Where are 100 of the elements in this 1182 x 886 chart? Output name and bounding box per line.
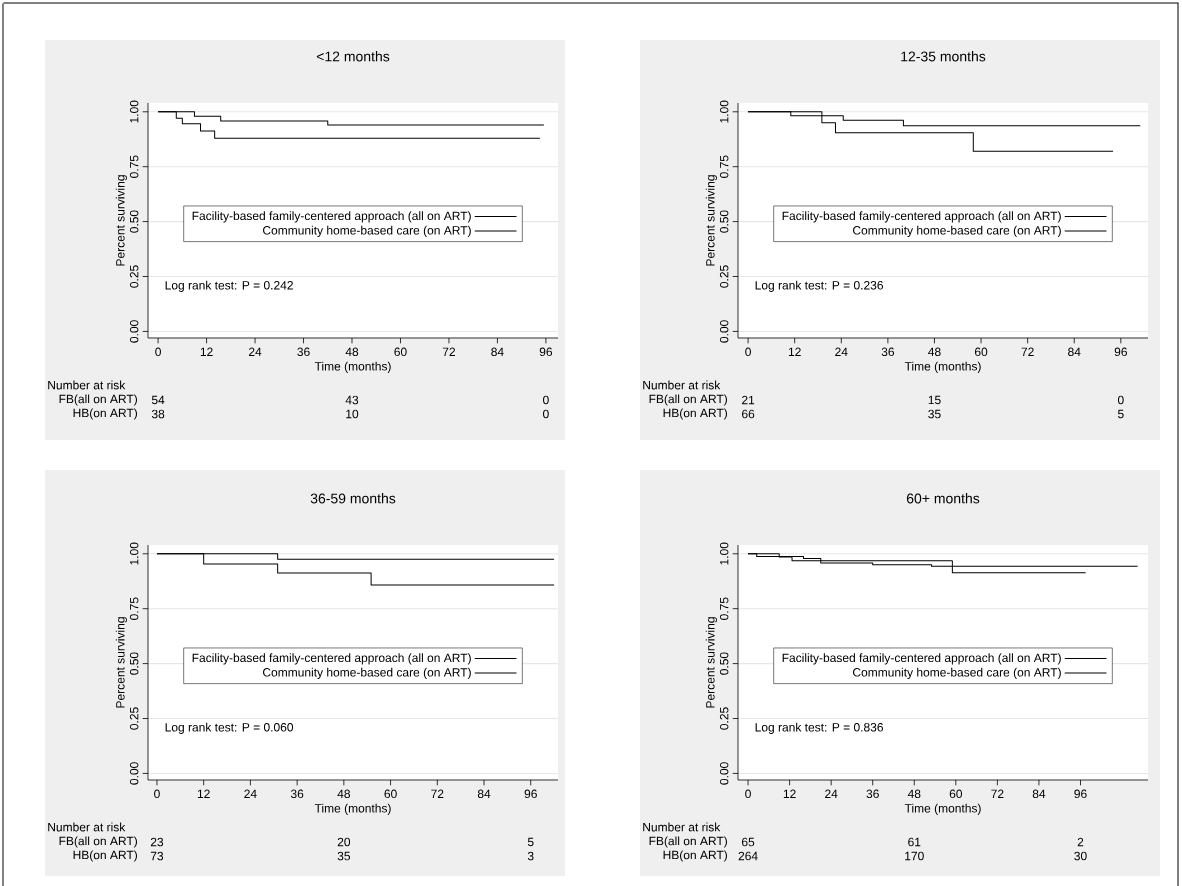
y-tick-label: 0.00 — [129, 320, 139, 343]
x-tick-label: 72 — [442, 347, 456, 356]
text: 3 — [527, 851, 534, 861]
y-tick-label: 0.75 — [129, 155, 139, 178]
text: 20 — [337, 837, 351, 847]
x-tick-label: 84 — [491, 347, 504, 357]
text: 5 — [1117, 409, 1124, 419]
legend-label: Community home-based care (on ART) — [263, 225, 471, 237]
x-axis-title: Time (months) — [904, 803, 981, 815]
x-tick-label: 24 — [244, 789, 257, 798]
x-axis-title: Time (months) — [314, 803, 391, 815]
x-tick-label: 12 — [197, 789, 210, 798]
x-tick-label: 60 — [394, 347, 407, 357]
text: Number at risk — [48, 380, 126, 390]
text: 0 — [1117, 395, 1124, 405]
y-tick-label: 0.25 — [719, 707, 729, 730]
x-tick-label: 36 — [866, 789, 879, 799]
text: 15 — [928, 395, 941, 405]
annotation: Log rank test: P = 0.242 — [165, 280, 293, 292]
text: 5 — [527, 837, 534, 847]
text: 10 — [346, 409, 359, 419]
annotation: Log rank test: P = 0.060 — [165, 722, 294, 734]
y-tick-label: 0.50 — [129, 652, 139, 675]
x-tick-label: 0 — [745, 347, 751, 357]
y-tick-label: 0.50 — [129, 210, 139, 233]
y-tick-label: 0.00 — [129, 762, 139, 785]
text: Number at risk — [643, 380, 721, 390]
text: Number at risk — [48, 822, 126, 832]
text: FB(all on ART) — [59, 836, 137, 848]
chart-title: 60+ months — [906, 493, 980, 504]
y-tick-label: 1.00 — [129, 542, 139, 565]
x-tick-label: 60 — [974, 347, 988, 357]
text: FB(all on ART) — [649, 836, 727, 848]
x-tick-label: 0 — [155, 347, 161, 357]
x-tick-label: 96 — [1074, 789, 1087, 799]
text: 35 — [928, 409, 941, 419]
y-tick-label: 0.75 — [129, 597, 139, 620]
y-axis-title: Percent surviving — [115, 617, 127, 708]
x-tick-label: 96 — [524, 789, 537, 799]
annotation: Log rank test: P = 0.236 — [755, 280, 883, 292]
text: 66 — [742, 409, 755, 419]
y-tick-label: 0.75 — [719, 597, 729, 620]
y-tick-label: 0.50 — [719, 652, 729, 675]
legend-label: Facility-based family-centered approach (all on ART) — [192, 211, 471, 223]
text: 0 — [543, 409, 549, 419]
text: 61 — [908, 837, 921, 847]
x-tick-label: 36 — [290, 789, 304, 799]
text: Number at risk — [643, 822, 721, 832]
x-tick-label: 84 — [1068, 347, 1081, 357]
x-tick-label: 12 — [200, 347, 213, 356]
text: 43 — [345, 395, 359, 405]
chart-title: 36-59 months — [310, 493, 396, 504]
x-tick-label: 0 — [745, 789, 751, 799]
x-tick-label: 24 — [825, 789, 838, 798]
x-tick-label: 12 — [783, 789, 796, 798]
chart-title: 12-35 months — [901, 51, 986, 62]
x-axis-title: Time (months) — [904, 361, 981, 373]
legend-label: Community home-based care (on ART) — [263, 667, 471, 679]
x-tick-label: 72 — [431, 789, 444, 798]
x-tick-label: 0 — [154, 789, 160, 799]
x-tick-label: 72 — [991, 789, 1004, 798]
x-tick-label: 60 — [384, 789, 397, 799]
y-tick-label: 0.00 — [719, 320, 729, 343]
x-tick-label: 24 — [248, 347, 262, 356]
legend-label: Community home-based care (on ART) — [853, 667, 1061, 679]
text: 35 — [337, 851, 351, 861]
y-axis-title: Percent surviving — [115, 175, 127, 266]
text: FB(all on ART) — [59, 394, 137, 406]
x-tick-label: 48 — [907, 789, 921, 799]
y-axis-title: Percent surviving — [705, 175, 717, 266]
x-axis-title: Time (months) — [314, 361, 391, 373]
x-tick-label: 72 — [1021, 347, 1034, 356]
x-tick-label: 96 — [539, 347, 553, 357]
text: 2 — [1077, 837, 1084, 847]
x-tick-label: 96 — [1114, 347, 1127, 357]
y-tick-label: 0.75 — [719, 155, 729, 178]
text: 0 — [543, 395, 549, 405]
x-tick-label: 48 — [337, 789, 350, 799]
text: 264 — [738, 851, 758, 861]
text: 23 — [150, 837, 164, 847]
x-tick-label: 36 — [881, 347, 895, 357]
y-tick-label: 1.00 — [719, 100, 729, 123]
legend-label: Community home-based care (on ART) — [853, 225, 1061, 237]
text: HB(on ART) — [73, 850, 137, 862]
legend-label: Facility-based family-centered approach (all on ART) — [782, 211, 1061, 223]
y-tick-label: 0.50 — [719, 210, 729, 233]
x-tick-label: 12 — [788, 347, 801, 356]
y-tick-label: 0.25 — [129, 265, 139, 288]
x-tick-label: 24 — [835, 347, 848, 356]
x-tick-label: 48 — [345, 347, 359, 357]
y-tick-label: 0.00 — [719, 762, 729, 785]
text: 170 — [905, 851, 924, 861]
text: 30 — [1074, 851, 1087, 861]
text: 38 — [151, 409, 165, 419]
x-tick-label: 84 — [477, 789, 491, 799]
y-tick-label: 1.00 — [719, 542, 729, 565]
x-tick-label: 84 — [1032, 789, 1046, 799]
text: 21 — [742, 395, 755, 405]
x-tick-label: 60 — [949, 789, 963, 799]
text: HB(on ART) — [663, 850, 727, 862]
